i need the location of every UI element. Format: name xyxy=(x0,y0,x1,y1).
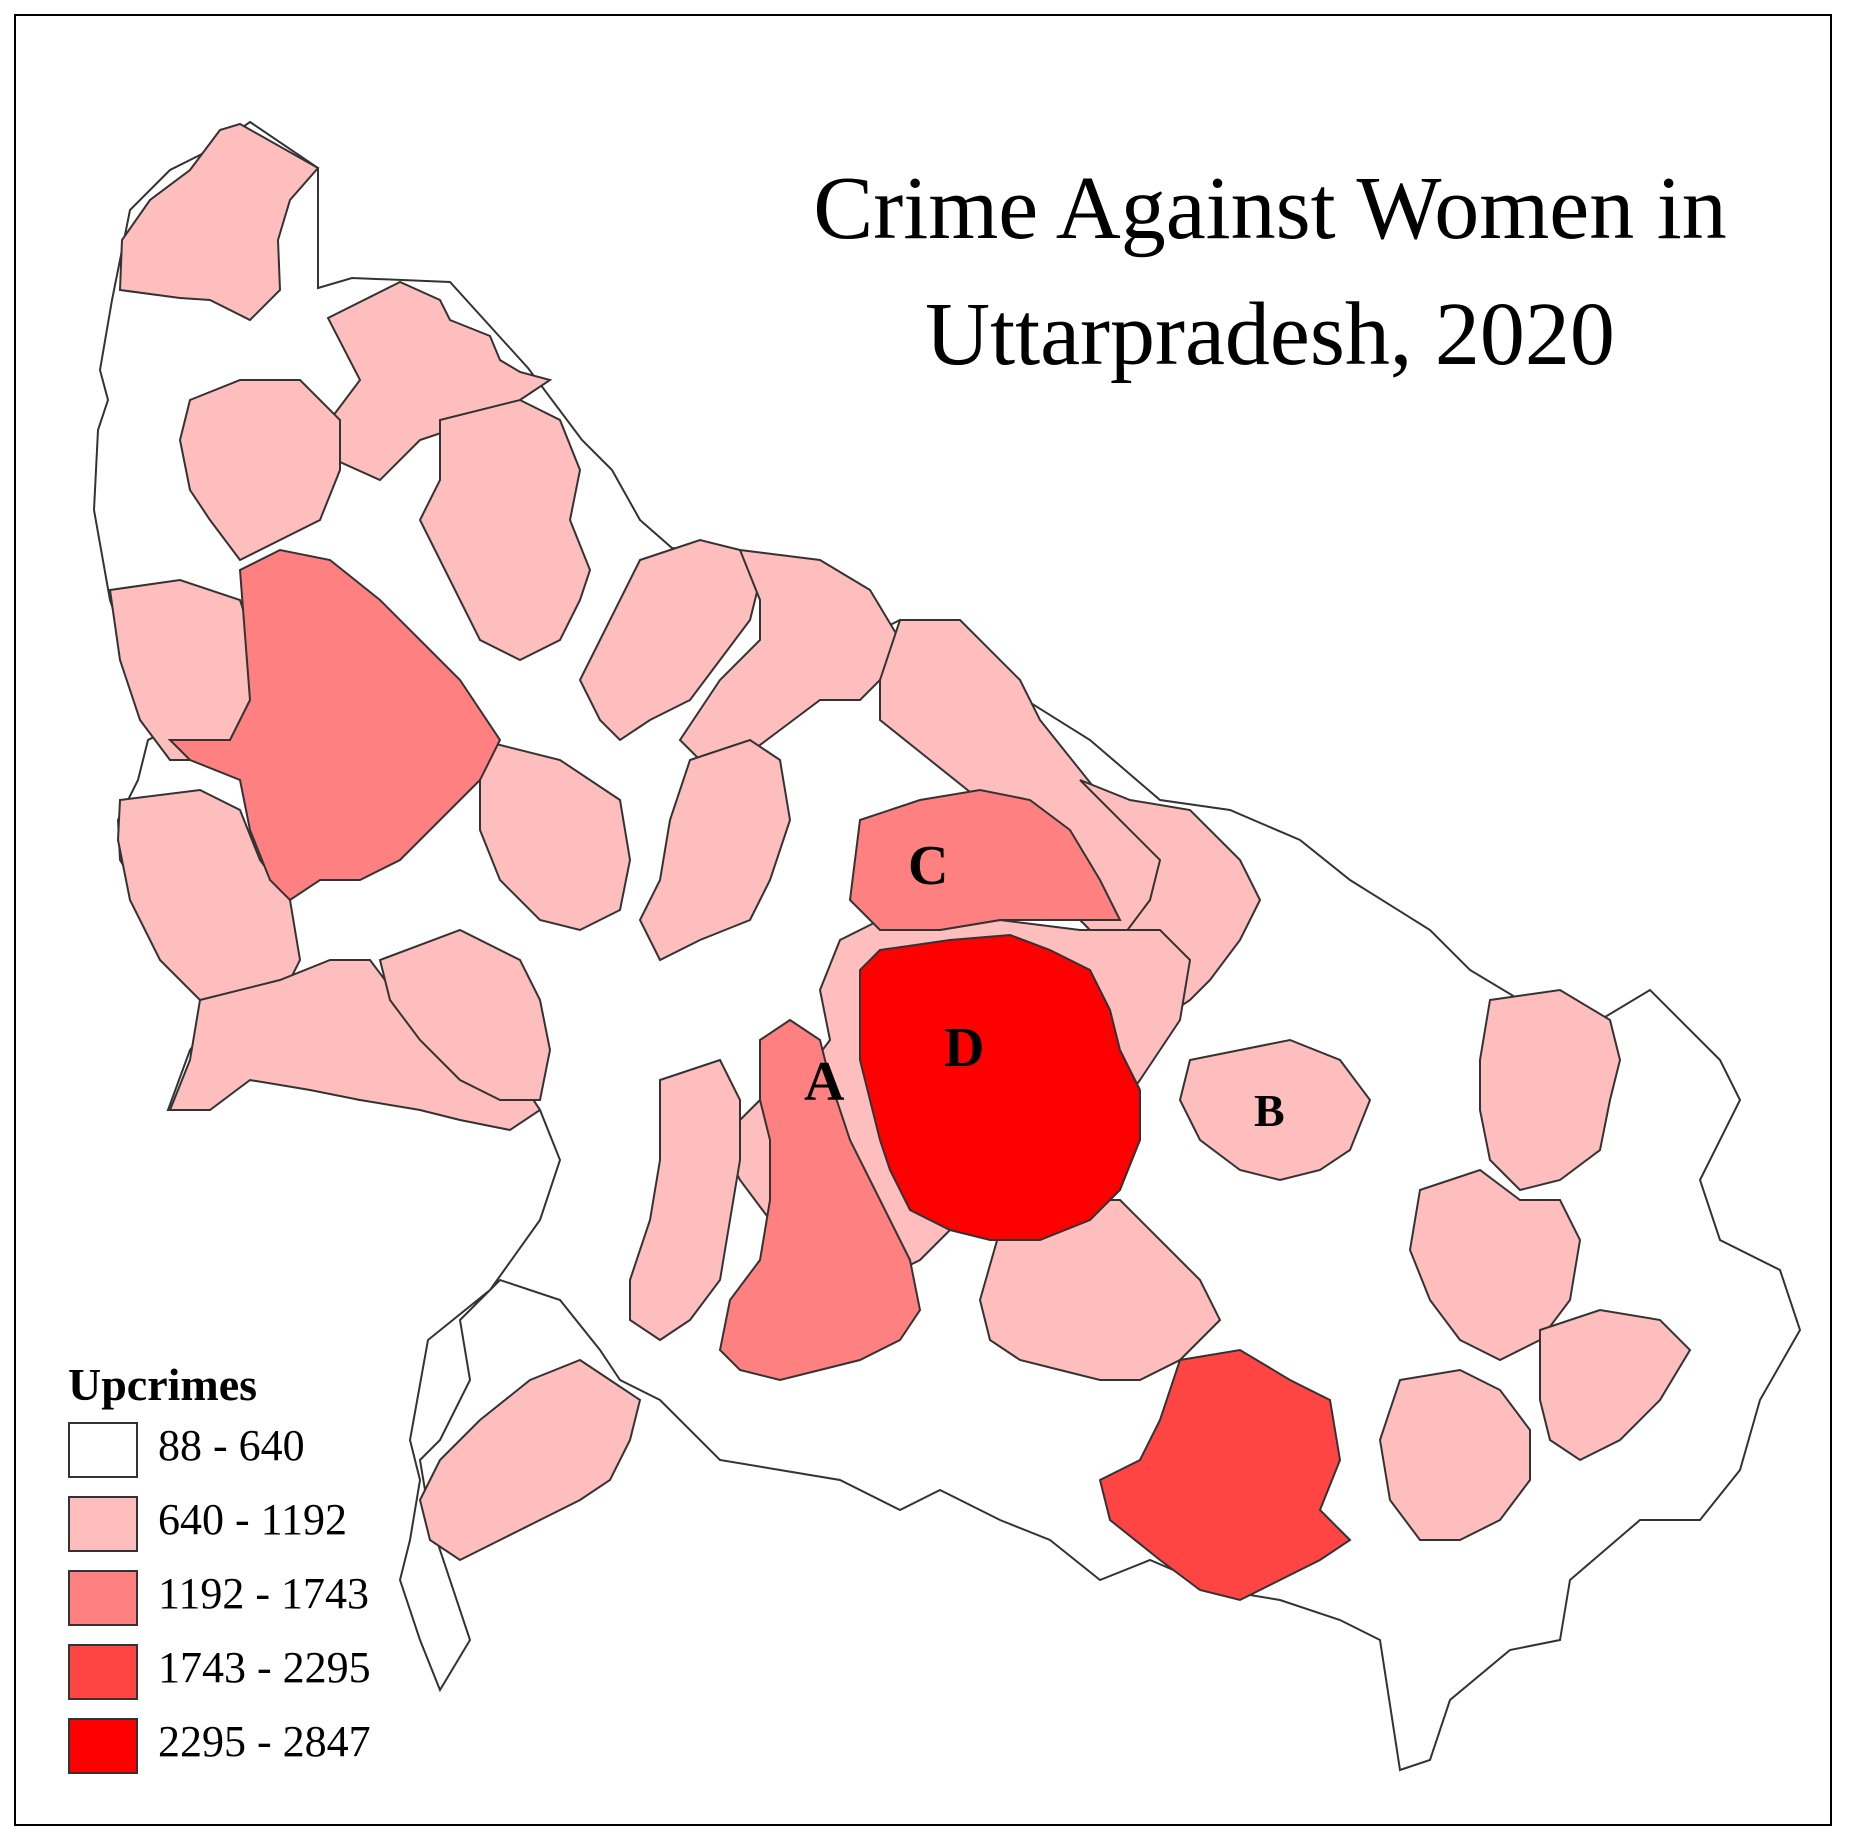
map-title-line-2: Uttarpradesh, 2020 xyxy=(925,285,1615,384)
district-a xyxy=(718,1018,922,1382)
region-label-b: B xyxy=(1254,1085,1285,1136)
region-label-d: D xyxy=(944,1017,985,1079)
legend: Upcrimes 88 - 640 640 - 1192 1192 - 1743… xyxy=(68,1359,371,1792)
district-gorakhpur xyxy=(1479,988,1622,1192)
region-label-c: C xyxy=(908,835,949,897)
legend-item: 1743 - 2295 xyxy=(68,1644,371,1718)
legend-label: 1743 - 2295 xyxy=(158,1643,371,1692)
district-muzaffarnagar xyxy=(167,548,502,902)
legend-swatch xyxy=(68,1718,138,1774)
legend-label: 1192 - 1743 xyxy=(158,1569,370,1618)
district-moradabad xyxy=(418,398,592,662)
district-ballia xyxy=(1539,1308,1692,1462)
region-label-a: A xyxy=(804,1051,845,1113)
legend-item: 2295 - 2847 xyxy=(68,1718,371,1792)
district-azamgarh xyxy=(1408,1168,1582,1362)
district-varanasi xyxy=(1378,1368,1531,1541)
class-640-1192-regions xyxy=(108,122,1692,1562)
district-allahabad xyxy=(1098,1348,1352,1602)
district-bareilly xyxy=(678,548,902,761)
district-saharanpur xyxy=(118,122,320,322)
map-title-line-1: Crime Against Women in xyxy=(813,159,1727,258)
legend-title: Upcrimes xyxy=(68,1359,258,1410)
class-2295-2847-regions xyxy=(859,933,1141,1241)
district-hardoi xyxy=(638,738,792,962)
district-b xyxy=(1178,1038,1372,1182)
district-etah xyxy=(479,738,632,932)
legend-swatch xyxy=(68,1644,138,1700)
class-1192-1743-regions xyxy=(167,548,1122,1382)
legend-label: 640 - 1192 xyxy=(158,1495,348,1544)
district-raebareli xyxy=(978,1199,1222,1381)
district-meerut xyxy=(178,379,341,562)
legend-item: 1192 - 1743 xyxy=(68,1570,369,1644)
legend-swatch xyxy=(68,1422,138,1478)
district-mainpuri xyxy=(378,928,552,1101)
district-jhansi xyxy=(418,1358,642,1562)
legend-label: 88 - 640 xyxy=(158,1421,305,1470)
legend-swatch xyxy=(68,1496,138,1552)
legend-item: 88 - 640 xyxy=(68,1422,305,1496)
legend-label: 2295 - 2847 xyxy=(158,1717,371,1766)
district-kanpur xyxy=(629,1058,741,1342)
legend-item: 640 - 1192 xyxy=(68,1496,347,1570)
district-d xyxy=(859,933,1141,1241)
district-c xyxy=(848,788,1122,931)
class-1743-2295-regions xyxy=(1098,1348,1352,1602)
legend-swatch xyxy=(68,1570,138,1626)
district-agra xyxy=(168,959,542,1132)
